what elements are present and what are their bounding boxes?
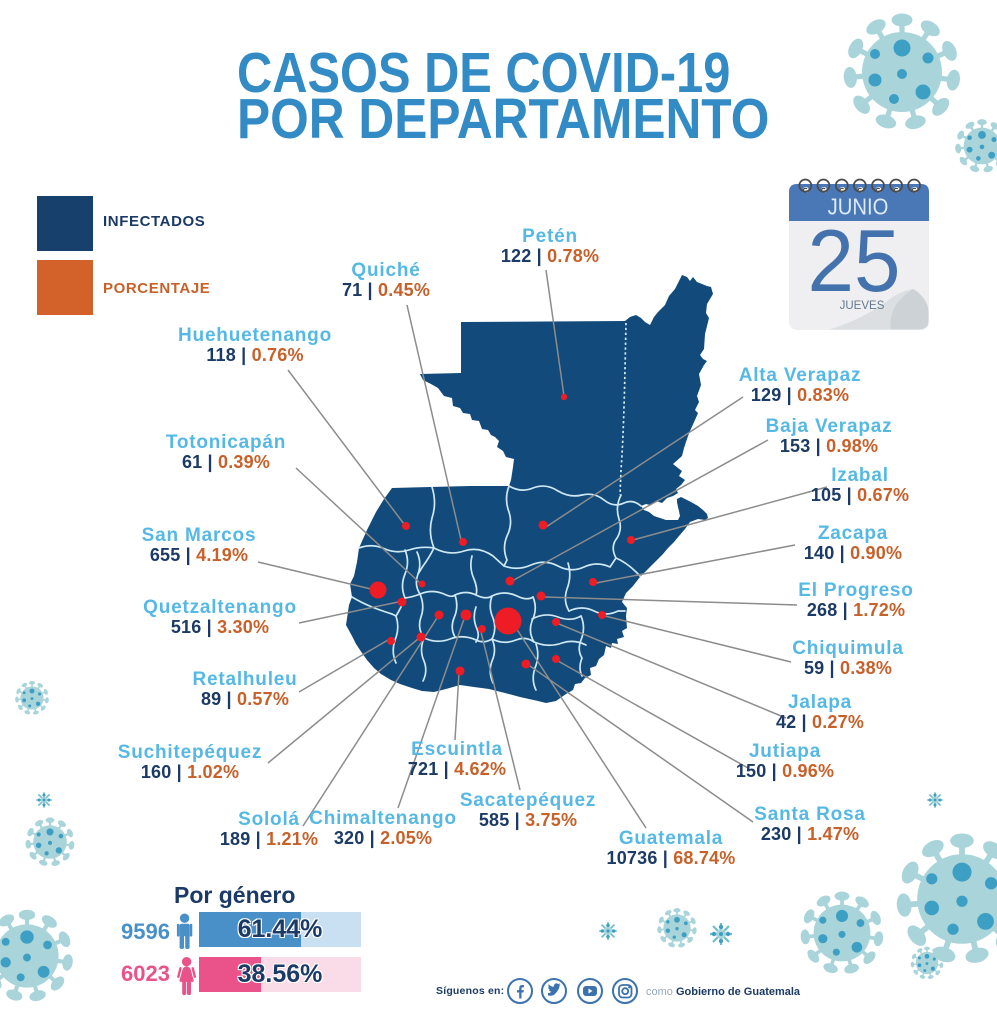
- svg-text:25: 25: [808, 212, 901, 310]
- svg-text:JUEVES: JUEVES: [840, 300, 885, 312]
- svg-text:JUNIO: JUNIO: [828, 193, 889, 220]
